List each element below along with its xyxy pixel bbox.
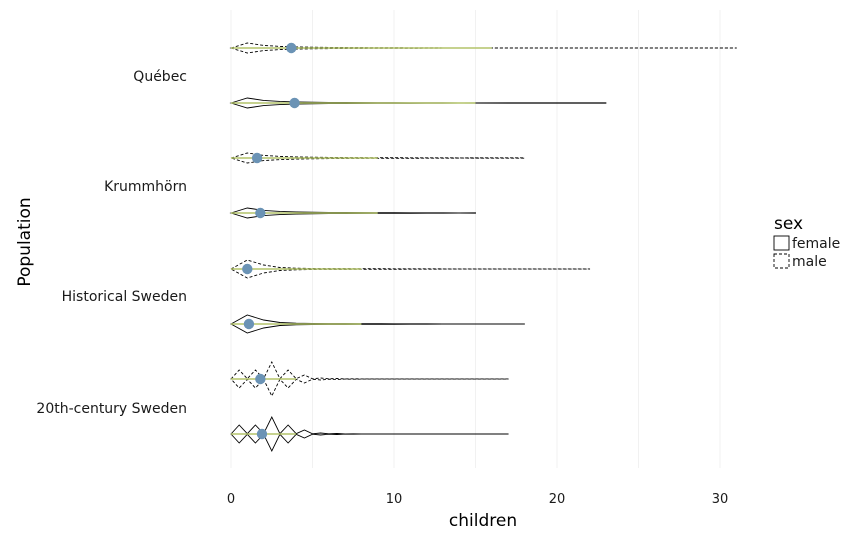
violin-6 xyxy=(230,360,509,398)
grid-lines xyxy=(230,10,721,468)
mean-point-7 xyxy=(256,428,268,440)
legend-entries: female male xyxy=(773,235,840,270)
category-label-3: 20th-century Sweden xyxy=(36,401,187,417)
mean-point-5 xyxy=(243,318,255,330)
legend-title: sex xyxy=(774,214,803,234)
x-tick-label-3: 30 xyxy=(712,492,729,507)
violins xyxy=(229,42,737,453)
legend-label-male: male xyxy=(792,254,827,270)
category-label-2: Historical Sweden xyxy=(62,289,187,305)
violin-5 xyxy=(230,314,525,334)
mean-point-1 xyxy=(289,97,300,109)
violin-2 xyxy=(229,152,525,164)
x-tick-label-0: 0 xyxy=(227,492,235,507)
legend-label-female: female xyxy=(792,236,840,252)
legend-entry-female: female xyxy=(773,235,840,252)
violin-0 xyxy=(229,42,737,54)
x-tick-labels: 0 10 20 30 xyxy=(227,492,728,507)
x-tick-label-1: 10 xyxy=(386,492,403,507)
mean-point-2 xyxy=(251,152,263,164)
mean-point-0 xyxy=(286,42,297,54)
violin-1 xyxy=(229,97,607,109)
legend-key-female xyxy=(773,235,790,251)
category-labels: Québec Krummhörn Historical Sweden 20th-cen… xyxy=(36,69,187,417)
y-axis-title: Population xyxy=(15,197,35,286)
mean-point-3 xyxy=(255,207,266,219)
category-label-1: Krummhörn xyxy=(104,179,187,195)
legend-key-male xyxy=(773,253,790,269)
violin-4 xyxy=(230,259,591,279)
mean-point-6 xyxy=(255,373,266,385)
violin-3 xyxy=(229,207,476,219)
category-label-0: Québec xyxy=(133,69,187,85)
x-axis-title: children xyxy=(449,511,517,531)
legend: sex female male xyxy=(773,214,840,270)
x-tick-label-2: 20 xyxy=(549,492,566,507)
mean-point-4 xyxy=(242,263,253,275)
legend-entry-male: male xyxy=(773,253,827,270)
violin-7 xyxy=(230,415,509,453)
